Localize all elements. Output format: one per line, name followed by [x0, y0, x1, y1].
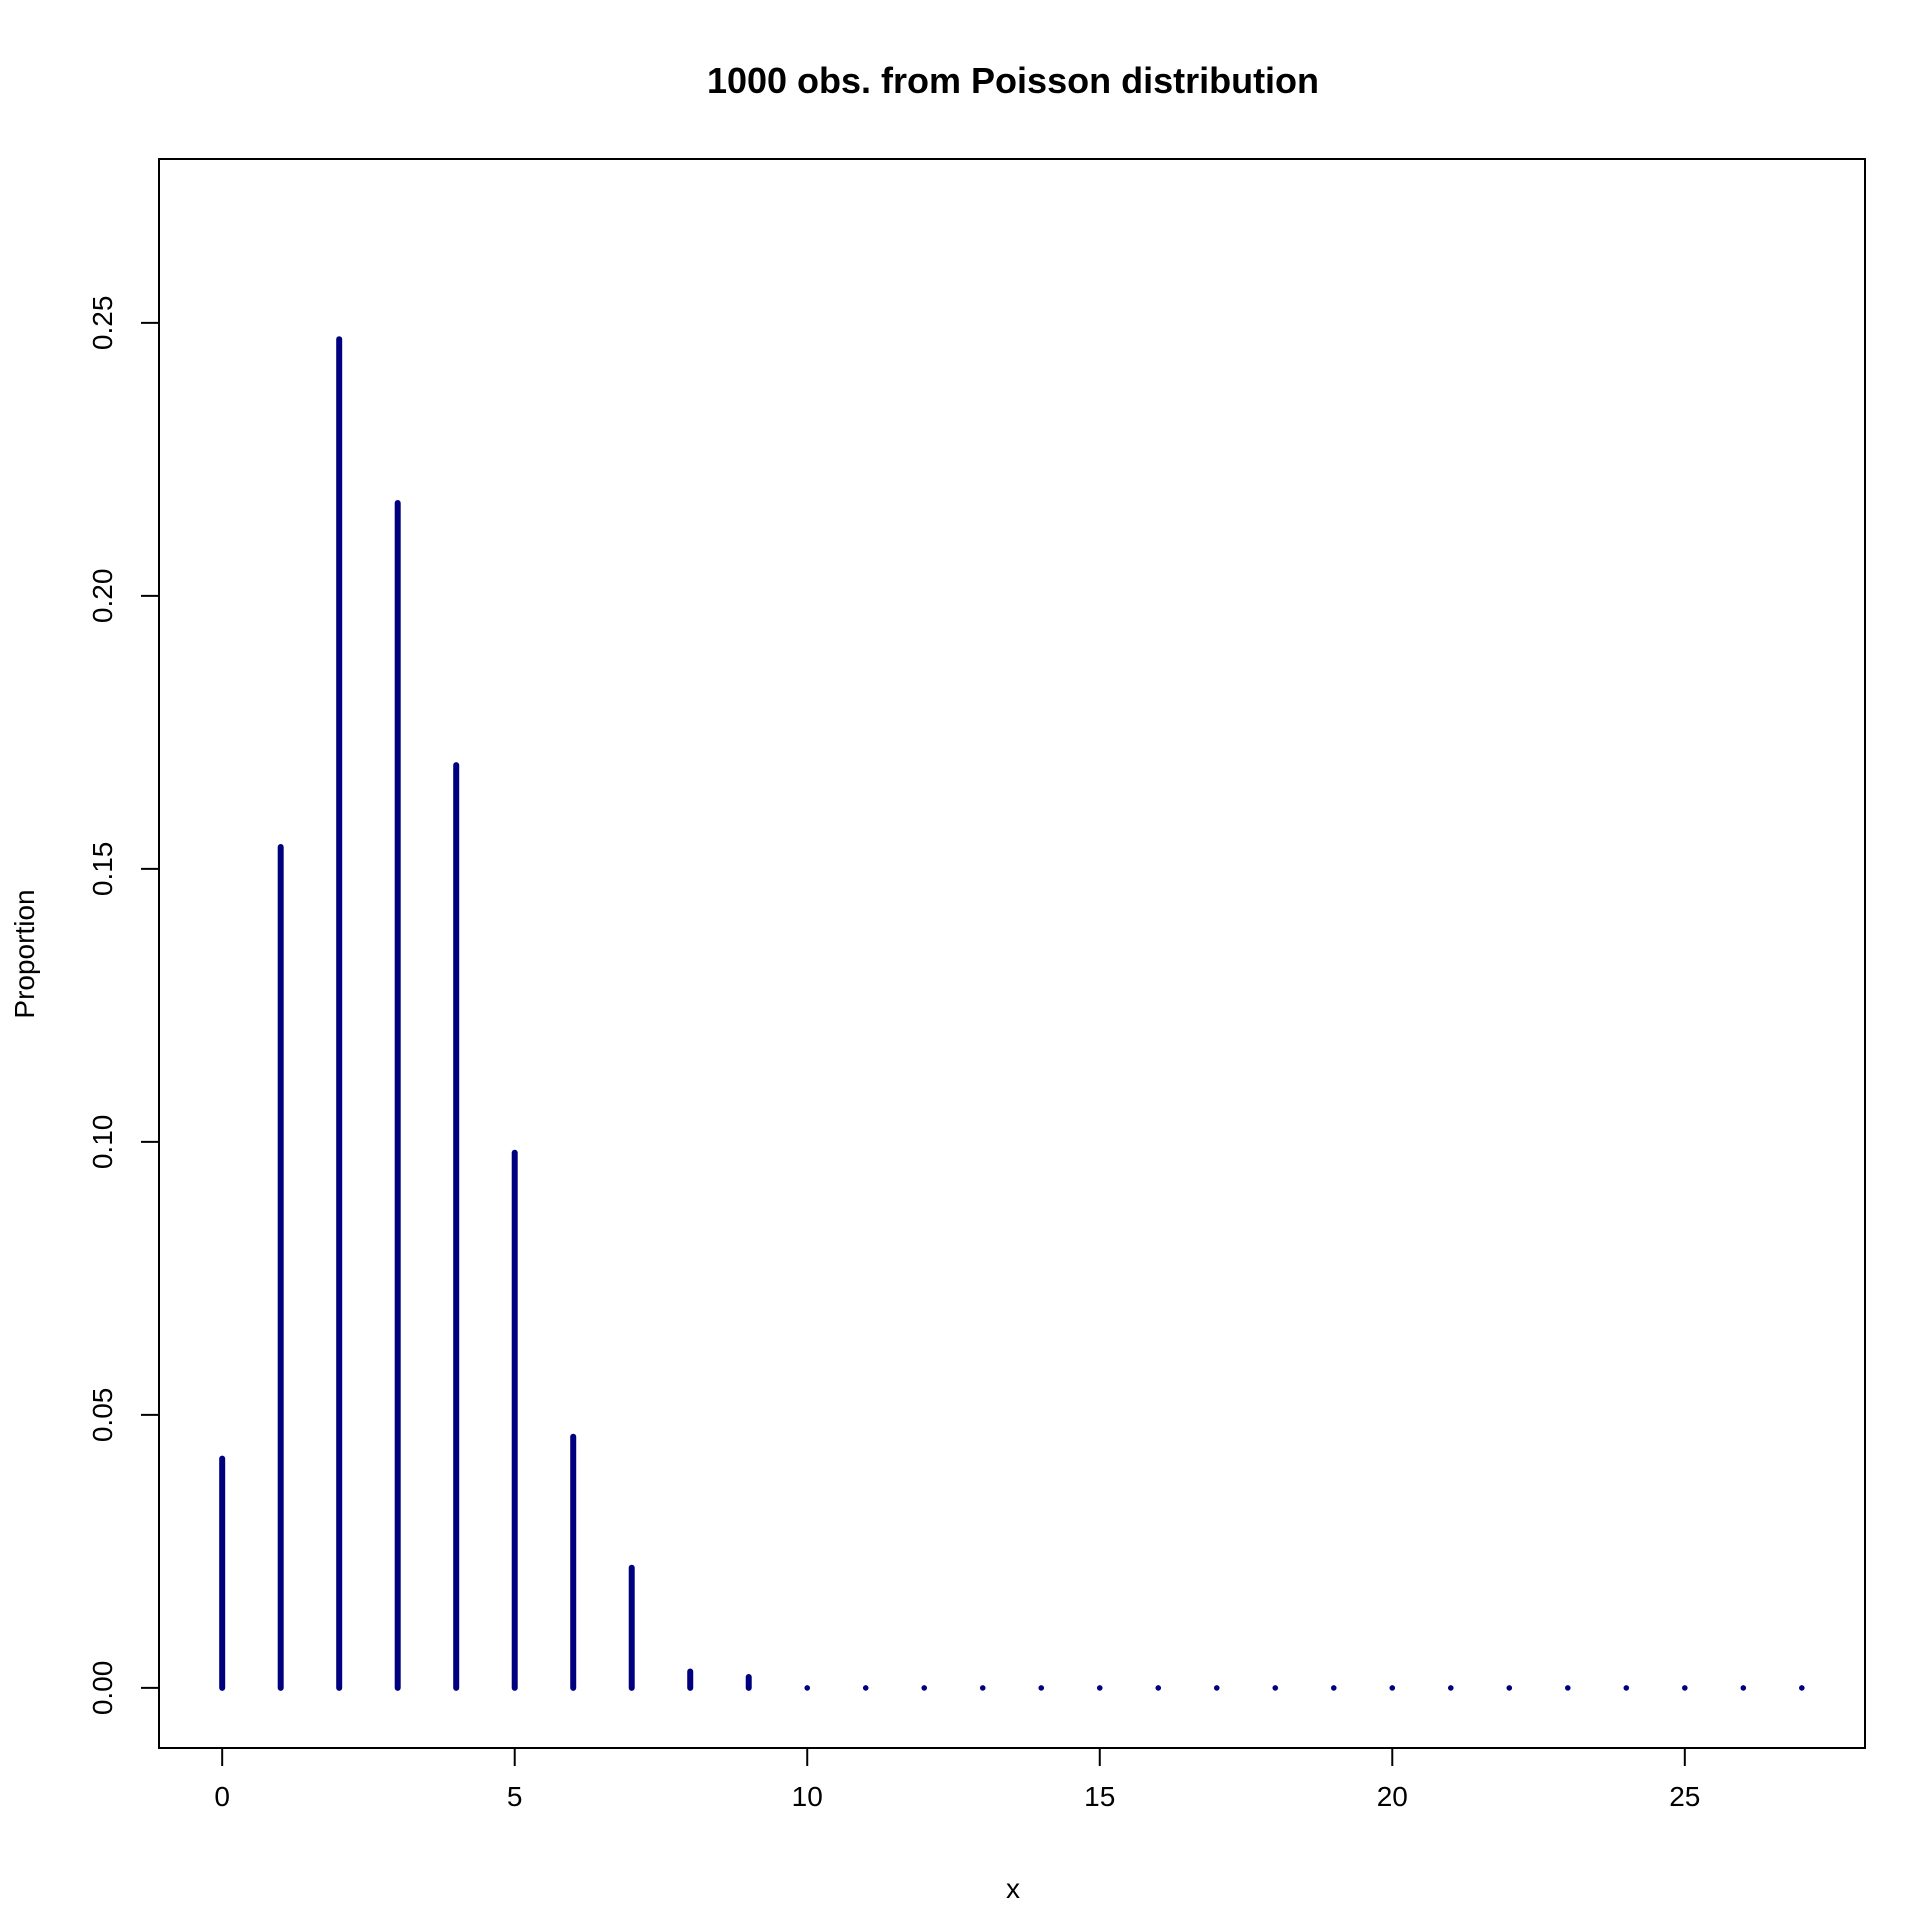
spike-bar — [1740, 1685, 1747, 1691]
y-axis-label: Proportion — [9, 889, 40, 1018]
x-tick-label: 10 — [792, 1781, 823, 1812]
spike-bar — [979, 1685, 986, 1691]
spike-bar — [1799, 1685, 1805, 1691]
x-tick-label: 20 — [1377, 1781, 1408, 1812]
y-tick-label: 0.20 — [87, 569, 118, 624]
x-tick-label: 25 — [1669, 1781, 1700, 1812]
spike-bar — [1330, 1685, 1337, 1691]
y-axis: 0.00 0.05 0.10 0.15 0.20 0.25 — [87, 296, 160, 1716]
spike-bar — [1096, 1685, 1103, 1691]
x-tick-label: 0 — [214, 1781, 230, 1812]
spike-bar — [1623, 1685, 1630, 1691]
chart-title: 1000 obs. from Poisson distribution — [707, 60, 1319, 101]
spike-bar — [1155, 1685, 1162, 1691]
y-tick-label: 0.25 — [87, 296, 118, 351]
spike-series — [219, 336, 1805, 1691]
spike-bar — [1447, 1685, 1454, 1691]
spike-bar — [1272, 1685, 1279, 1691]
y-tick-label: 0.10 — [87, 1115, 118, 1170]
spike-bar — [1682, 1685, 1688, 1691]
y-tick-label: 0.05 — [87, 1388, 118, 1443]
y-tick-label: 0.15 — [87, 842, 118, 897]
spike-bar — [1213, 1685, 1220, 1691]
x-tick-label: 5 — [507, 1781, 523, 1812]
spike-bar — [1506, 1685, 1513, 1691]
spike-bar — [921, 1685, 928, 1691]
y-tick-label: 0.00 — [87, 1661, 118, 1716]
x-axis-label: x — [1006, 1873, 1020, 1904]
spike-bar — [1038, 1685, 1045, 1691]
spike-bar — [1564, 1685, 1571, 1691]
plot-frame — [158, 158, 1866, 1749]
x-axis: 0 5 10 15 20 25 — [214, 1747, 1700, 1812]
spike-bar — [862, 1685, 869, 1691]
spike-bar — [1389, 1685, 1396, 1691]
spike-bar — [804, 1685, 811, 1691]
x-tick-label: 15 — [1084, 1781, 1115, 1812]
